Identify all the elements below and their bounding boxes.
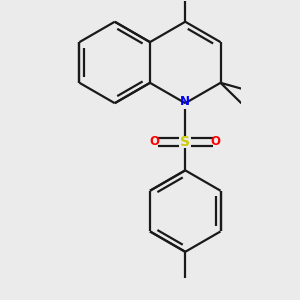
Text: O: O <box>211 135 221 148</box>
Text: S: S <box>180 135 190 149</box>
Text: O: O <box>150 135 160 148</box>
Text: N: N <box>180 94 190 108</box>
